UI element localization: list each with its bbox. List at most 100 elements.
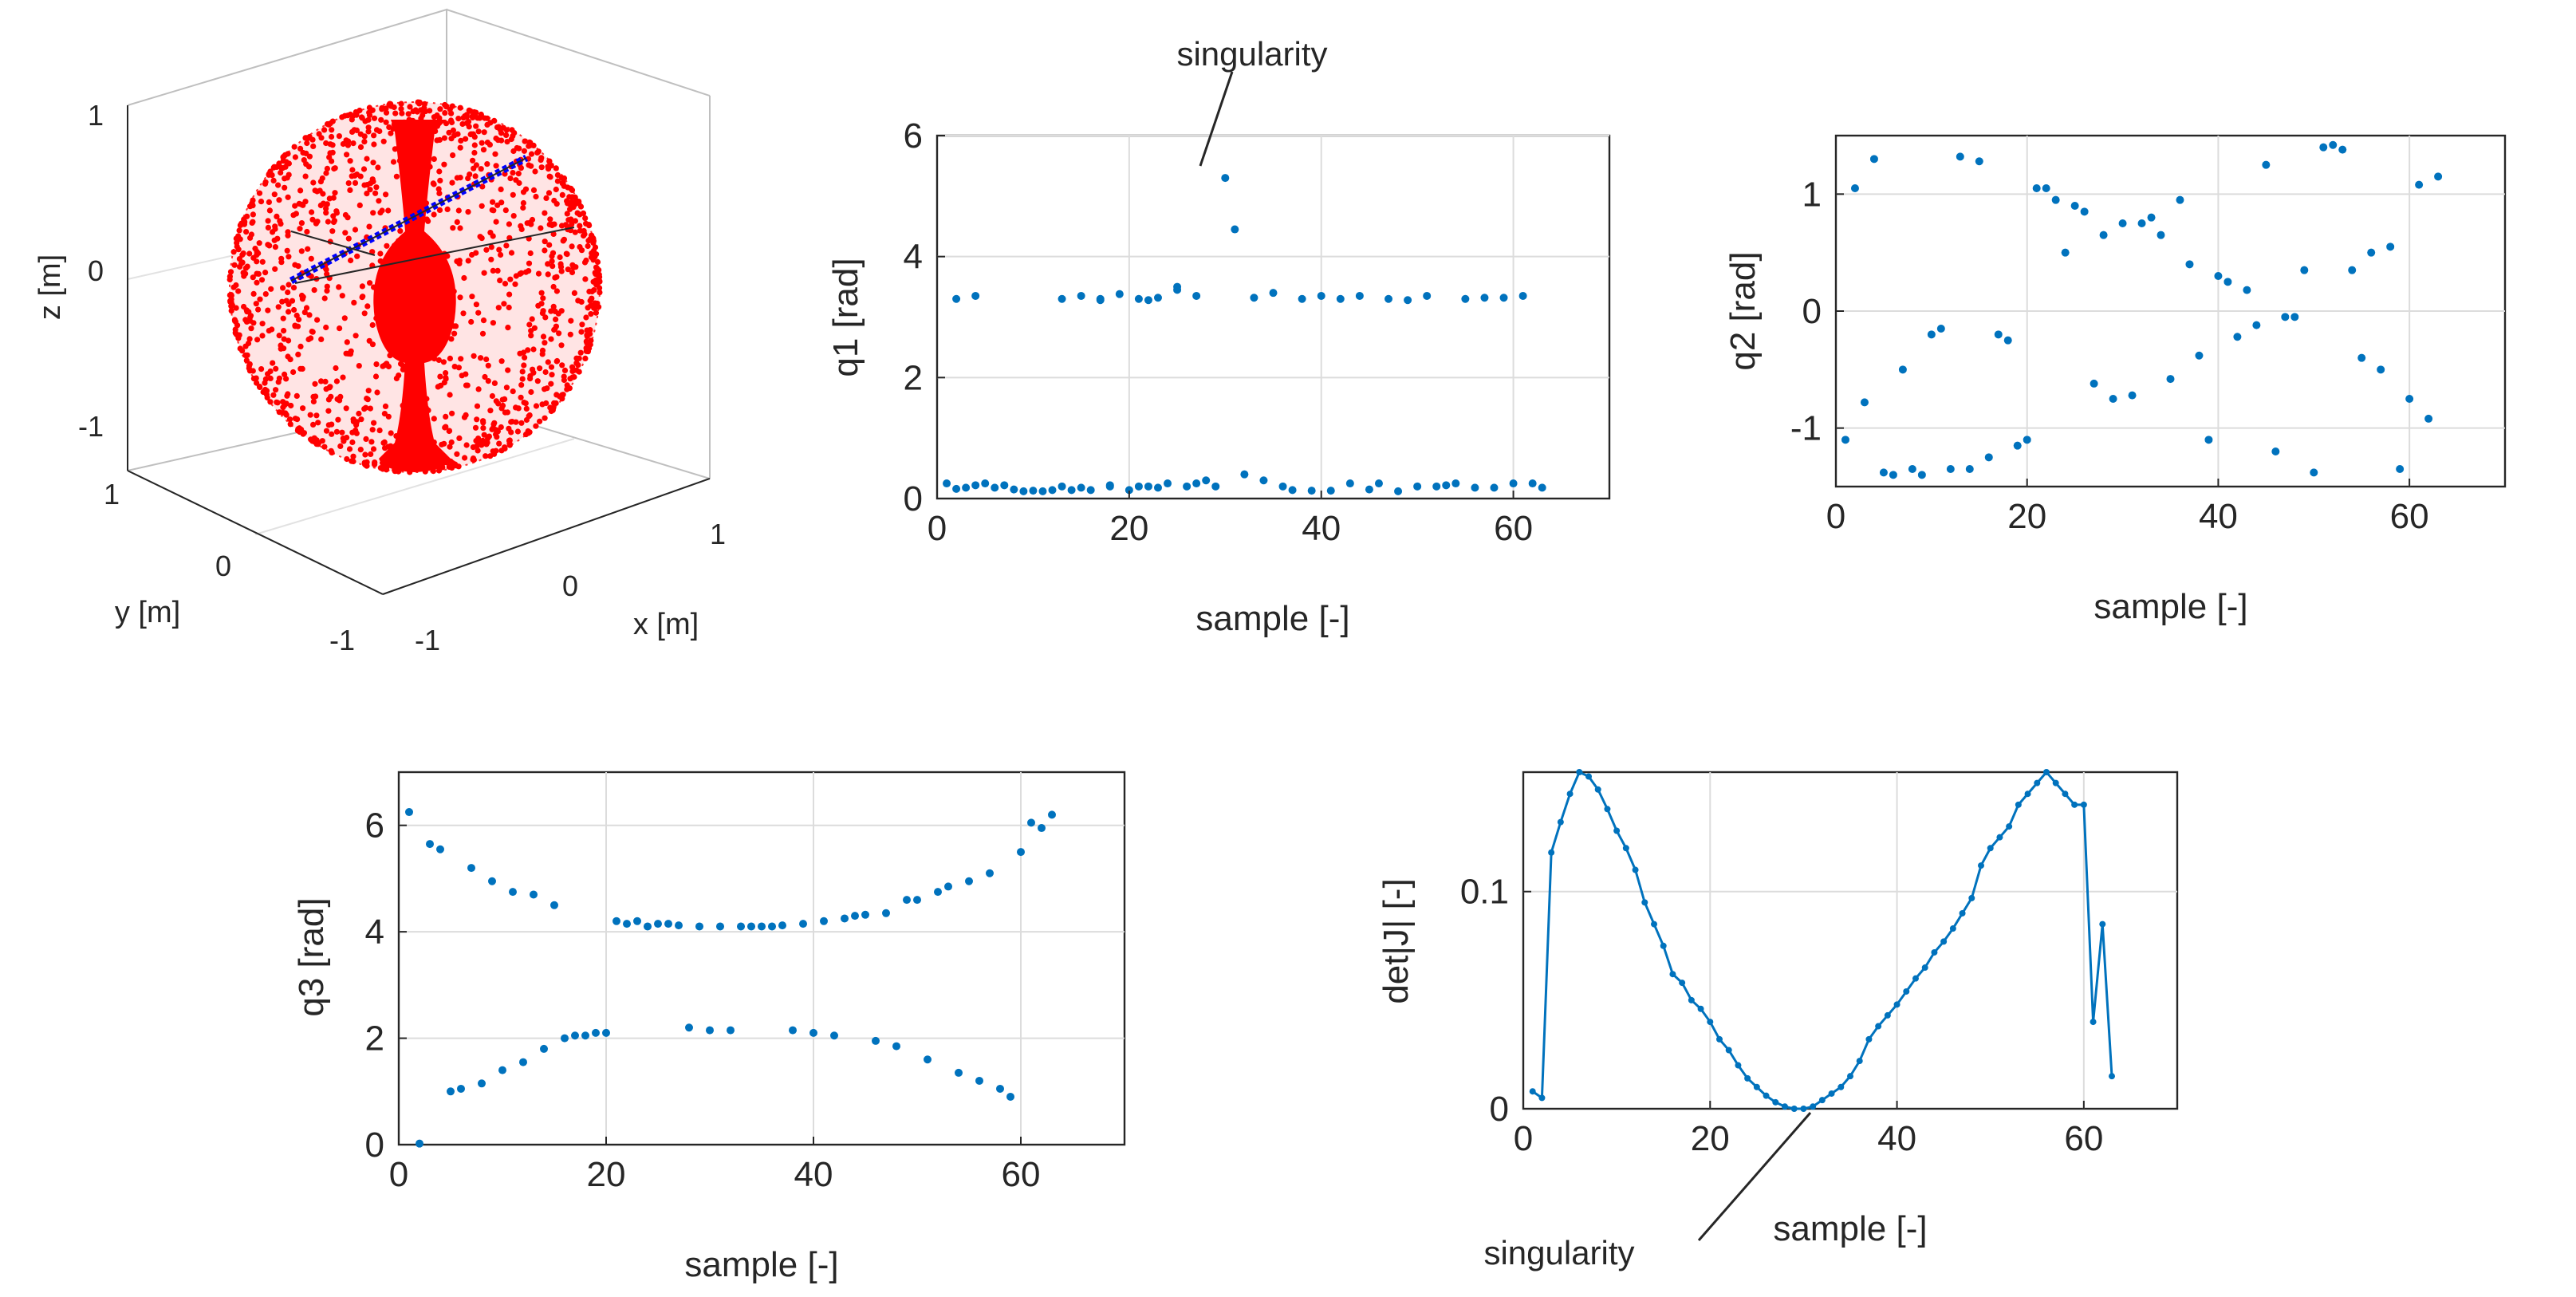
q2-data-point <box>2052 196 2060 204</box>
sphere-point <box>547 216 553 222</box>
q1-annotation-singularity: singularity <box>1176 35 1327 73</box>
sphere-point <box>579 299 585 305</box>
sphere-point <box>382 445 388 451</box>
sphere-point <box>497 278 502 283</box>
sphere-point <box>458 356 463 361</box>
q2-data-point <box>2243 286 2251 294</box>
sphere-point <box>371 141 376 147</box>
sphere-point <box>498 199 504 205</box>
q1-data-point <box>1385 295 1392 303</box>
q3-data-point <box>778 921 786 929</box>
sphere-point <box>341 141 346 147</box>
sphere-point <box>549 223 555 228</box>
q1-data-point <box>1529 479 1537 487</box>
q3-data-point <box>695 922 703 930</box>
sphere-point <box>241 270 246 275</box>
q1-y-tick-label: 6 <box>904 116 923 156</box>
sphere-point <box>449 411 455 416</box>
sphere-point <box>358 447 364 452</box>
sphere-point <box>250 320 256 325</box>
q2-data-point <box>2167 375 2175 383</box>
sphere-point <box>380 105 385 111</box>
sphere-point <box>514 273 519 278</box>
sphere-point <box>470 158 475 164</box>
sphere-point <box>562 368 568 373</box>
sphere-point <box>346 180 352 186</box>
sphere-point <box>323 171 329 176</box>
detj-x-tick-label: 40 <box>1877 1119 1916 1158</box>
sphere-point <box>361 166 367 171</box>
sphere-point <box>264 388 270 393</box>
sphere-point <box>527 376 533 381</box>
sphere-point <box>342 315 348 321</box>
sphere-point <box>487 230 493 235</box>
sphere-point <box>454 451 459 457</box>
sphere-point <box>392 111 398 116</box>
sphere-point <box>254 380 259 386</box>
q1-data-point <box>971 292 979 300</box>
workspace-3d-plot: 1 0 -1 1 0 -1 -1 0 1 z [m] y [m] x [m] <box>33 10 726 656</box>
sphere-point <box>413 107 419 112</box>
sphere-point <box>356 411 361 416</box>
sphere-point <box>517 351 522 357</box>
sphere-point <box>397 228 403 234</box>
sphere-point <box>492 380 498 386</box>
sphere-point <box>481 317 486 323</box>
detj-data-point <box>1996 834 2003 841</box>
sphere-point <box>247 336 253 341</box>
q3-data-point <box>467 864 475 872</box>
sphere-point <box>431 180 436 186</box>
q2-data-point <box>2424 415 2432 423</box>
sphere-point <box>436 168 442 174</box>
sphere-point <box>281 328 286 333</box>
sphere-point <box>373 184 379 190</box>
sphere-point <box>499 358 505 364</box>
sphere-point <box>518 395 524 400</box>
sphere-point <box>350 140 356 146</box>
sphere-point <box>267 399 273 404</box>
detj-data-point <box>1865 1036 1872 1043</box>
sphere-point <box>506 305 512 310</box>
sphere-point <box>275 183 281 188</box>
sphere-point <box>542 239 548 244</box>
sphere-point <box>278 221 283 227</box>
sphere-point <box>495 400 501 406</box>
sphere-point <box>334 429 340 435</box>
q2-y-tick-label: -1 <box>1790 409 1822 448</box>
sphere-point <box>255 307 261 313</box>
sphere-point <box>463 383 469 388</box>
sphere-point <box>535 303 541 309</box>
q3-data-point <box>892 1043 900 1051</box>
q3-data-point <box>664 920 672 928</box>
detj-data-point <box>1791 1106 1798 1112</box>
sphere-point <box>544 385 549 391</box>
sphere-point <box>490 207 495 213</box>
q1-data-point <box>1116 290 1124 298</box>
sphere-point <box>448 111 454 116</box>
sphere-point <box>453 323 459 329</box>
detj-data-point <box>1530 1088 1536 1094</box>
q1-data-point <box>1221 174 1229 182</box>
sphere-point <box>465 209 471 215</box>
sphere-point <box>295 352 301 357</box>
sphere-point <box>538 225 543 231</box>
y-tick-top: 1 <box>104 478 120 511</box>
sphere-point <box>461 275 467 281</box>
q1-data-point <box>952 485 960 493</box>
q3-data-point <box>996 1085 1004 1093</box>
sphere-point <box>573 264 578 270</box>
sphere-point <box>330 150 336 156</box>
sphere-point <box>285 391 290 396</box>
sphere-point <box>456 261 462 266</box>
sphere-point <box>260 259 266 265</box>
sphere-point <box>449 440 455 445</box>
sphere-point <box>473 173 479 179</box>
sphere-point <box>479 235 485 241</box>
sphere-point <box>596 267 601 273</box>
sphere-point <box>518 420 524 426</box>
sphere-point <box>366 388 372 393</box>
sphere-point <box>285 290 290 295</box>
q1-data-point <box>1404 296 1412 304</box>
q3-data-point <box>416 1140 423 1148</box>
q1-data-point <box>1298 295 1306 303</box>
